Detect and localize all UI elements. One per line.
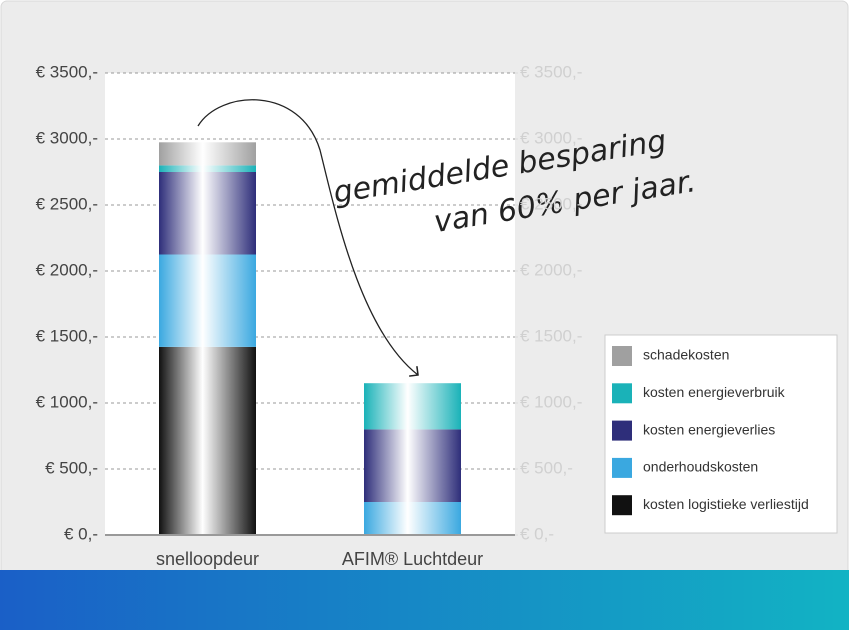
legend-swatch <box>612 420 632 441</box>
y-tick-label: € 0,- <box>64 524 98 543</box>
legend-swatch <box>612 495 632 516</box>
bar-segment <box>159 142 256 166</box>
y-tick-label: € 1000,- <box>36 392 98 411</box>
bar-segment <box>364 502 461 535</box>
legend-label: kosten energieverbruik <box>643 384 786 400</box>
bar-segment <box>159 165 256 172</box>
y2-tick-label: € 3000,- <box>520 128 582 147</box>
legend-label: onderhoudskosten <box>643 459 758 475</box>
y2-tick-label: € 0,- <box>520 524 554 543</box>
y-tick-label: € 2500,- <box>36 194 98 213</box>
y2-tick-label: € 2000,- <box>520 260 582 279</box>
bar-segment <box>364 383 461 430</box>
bar-segment <box>364 429 461 502</box>
bar-segment <box>159 346 256 535</box>
arrow <box>197 99 418 375</box>
legend-label: schadekosten <box>643 347 729 363</box>
legend-swatch <box>612 457 632 478</box>
legend-label: kosten logistieke verliestijd <box>643 496 809 512</box>
bar-segment <box>159 172 256 255</box>
legend-label: kosten energieverlies <box>643 421 775 437</box>
footer-band <box>0 570 849 630</box>
y2-tick-label: € 1000,- <box>520 392 582 411</box>
bar-segment <box>159 254 256 347</box>
legend-swatch <box>612 346 632 366</box>
y-tick-label: € 3000,- <box>36 128 98 147</box>
y2-tick-label: € 3500,- <box>520 62 582 81</box>
y-tick-label: € 2000,- <box>36 260 98 279</box>
y2-tick-label: € 2500,- <box>520 194 582 213</box>
y-tick-label: € 500,- <box>45 458 98 477</box>
y2-tick-label: € 500,- <box>520 458 573 477</box>
x-tick-label: snelloopdeur <box>156 549 259 569</box>
x-tick-label: AFIM® Luchtdeur <box>342 549 483 569</box>
legend <box>604 334 838 534</box>
legend-swatch <box>612 383 632 404</box>
y-tick-label: € 3500,- <box>36 62 98 81</box>
y2-tick-label: € 1500,- <box>520 326 582 345</box>
y-tick-label: € 1500,- <box>36 326 98 345</box>
